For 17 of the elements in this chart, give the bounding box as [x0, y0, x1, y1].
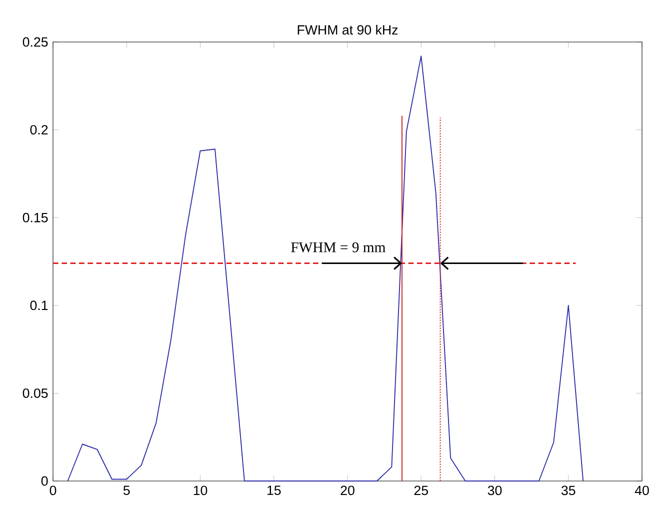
x-tick-label: 25: [414, 486, 428, 496]
x-tick-label: 10: [194, 486, 208, 496]
y-tick-label: 0.15: [22, 212, 48, 222]
annotation: FWHM = 9 mm: [291, 242, 386, 252]
y-tick-label: 0.25: [22, 37, 48, 47]
x-tick-label: 30: [488, 486, 502, 496]
chart-title: FWHM at 90 kHz: [298, 24, 398, 35]
x-tick-label: 15: [267, 486, 281, 496]
y-tick-label: 0.2: [30, 125, 48, 135]
y-tick-label: 0.05: [22, 388, 48, 398]
x-tick-label: 20: [340, 486, 354, 496]
x-tick-label: 40: [634, 486, 649, 496]
x-tick-label: 35: [561, 486, 576, 496]
x-tick-label: 5: [123, 486, 130, 496]
y-tick-label: 0: [41, 476, 48, 486]
x-tick-label: 0: [50, 486, 56, 496]
y-tick-label: 0.1: [30, 300, 48, 310]
